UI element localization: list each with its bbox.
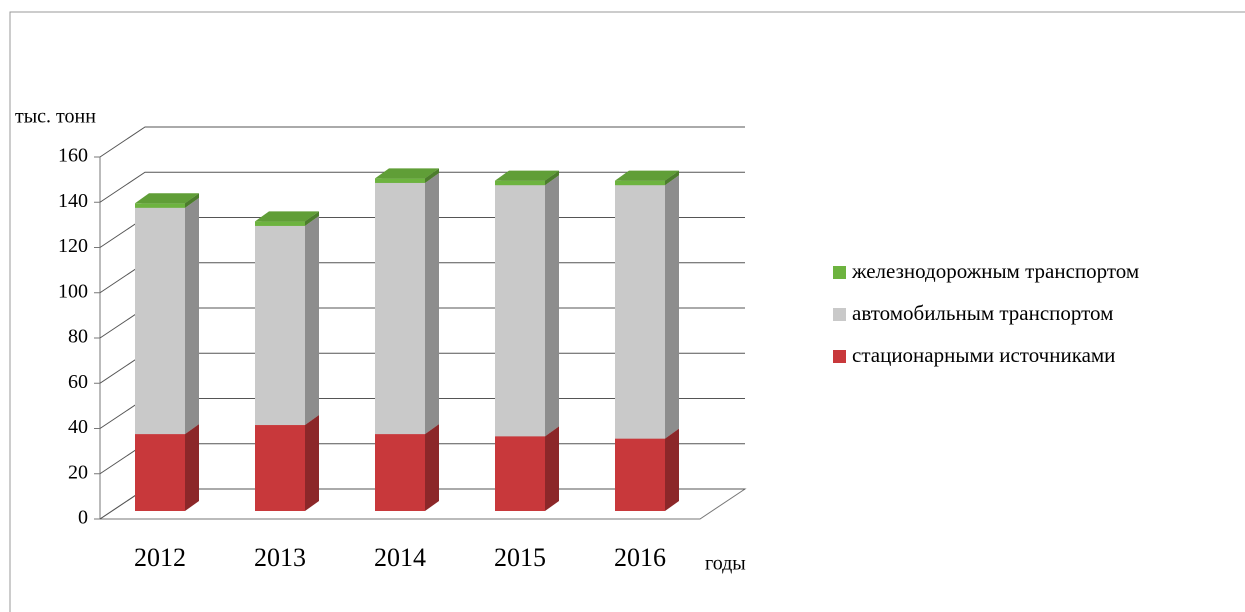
bar-side: [185, 193, 199, 208]
grid-line: [99, 126, 745, 158]
legend-label: стационарными источниками: [852, 343, 1115, 367]
bar-segment: [615, 438, 665, 511]
bar-segment: [495, 180, 545, 186]
frame: [9, 11, 1245, 612]
bar-segment: [135, 203, 185, 208]
bar-side: [305, 211, 319, 226]
bar-top: [495, 170, 559, 181]
y-tick-label: 60: [68, 371, 88, 393]
bar-segment: [255, 425, 305, 511]
bar-top: [615, 170, 679, 181]
bar-side: [425, 424, 439, 511]
bar-side: [545, 175, 559, 437]
y-tick-label: 100: [58, 280, 88, 302]
bar-side: [305, 415, 319, 511]
bar-side: [425, 168, 439, 183]
y-axis-label: тыс. тонн: [15, 106, 96, 128]
y-tick-label: 40: [68, 416, 88, 438]
x-tick-label: 2014: [374, 543, 426, 572]
bar-side: [665, 170, 679, 186]
bar-side: [665, 428, 679, 511]
bar-segment: [495, 436, 545, 511]
y-tick-label: 0: [78, 507, 88, 529]
bar-top: [135, 193, 199, 204]
bar-side: [545, 426, 559, 511]
legend-label: железнодорожным транспортом: [851, 259, 1139, 283]
bar-segment: [495, 185, 545, 437]
legend-swatch: [833, 308, 846, 321]
y-tick-label: 160: [58, 145, 88, 167]
bar-segment: [375, 182, 425, 435]
bar-segment: [615, 185, 665, 439]
x-tick-label: 2015: [494, 543, 546, 572]
y-tick-label: 80: [68, 326, 88, 348]
bar-top: [375, 168, 439, 179]
bar-side: [545, 170, 559, 186]
bar-side: [305, 215, 319, 426]
y-tick-label: 120: [58, 235, 88, 257]
legend-label: автомобильным транспортом: [852, 301, 1113, 325]
bar-segment: [375, 178, 425, 183]
bar-segment: [615, 180, 665, 186]
x-axis-label: годы: [705, 553, 746, 575]
bar-side: [425, 172, 439, 435]
bar-top: [255, 211, 319, 222]
bar-segment: [135, 434, 185, 511]
bar-segment: [135, 207, 185, 435]
bar-side: [185, 197, 199, 435]
legend-swatch: [833, 350, 846, 363]
bar-side: [665, 175, 679, 439]
bar-side: [185, 424, 199, 511]
bar-segment: [375, 434, 425, 511]
bar-segment: [255, 221, 305, 226]
legend-swatch: [833, 266, 846, 279]
x-tick-label: 2012: [134, 543, 186, 572]
x-tick-label: 2016: [614, 543, 666, 572]
y-tick-label: 140: [58, 190, 88, 212]
x-tick-label: 2013: [254, 543, 306, 572]
bar-segment: [255, 225, 305, 426]
y-tick-label: 20: [68, 461, 88, 483]
